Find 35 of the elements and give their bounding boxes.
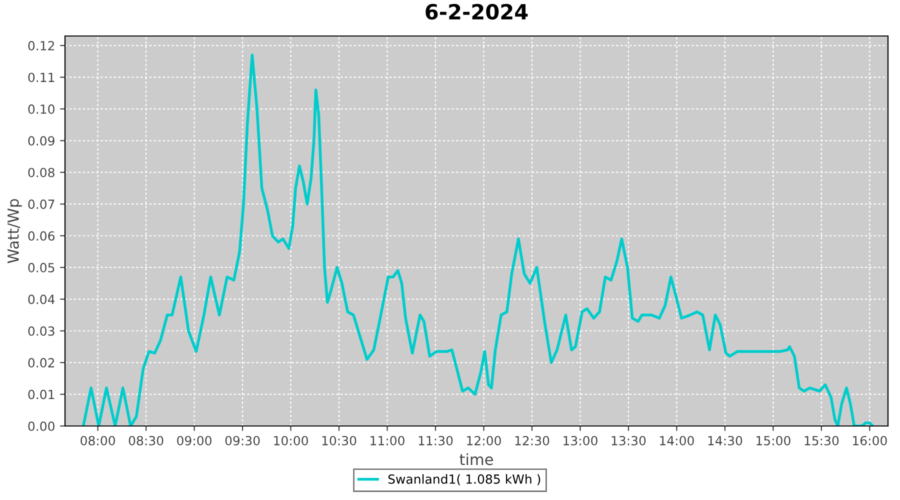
y-tick-label: 0.11 (28, 72, 54, 82)
y-tick-label: 0.03 (28, 326, 54, 336)
y-tick-label: 0.10 (28, 104, 54, 114)
line-series (82, 54, 874, 426)
x-tick-label: 13:00 (564, 436, 598, 446)
y-tick-label: 0.04 (28, 294, 55, 304)
x-tick-label: 16:00 (853, 436, 887, 446)
x-tick-label: 08:00 (80, 436, 115, 446)
y-tick-label: 0.01 (28, 390, 54, 400)
chart-title: 6-2-2024 (426, 4, 528, 20)
y-axis-title: Watt/Wp (8, 199, 22, 264)
y-tick-label: 0.05 (28, 262, 54, 272)
x-tick-label: 10:30 (322, 436, 356, 446)
x-tick-label: 12:30 (515, 436, 550, 446)
y-tick-label: 0.09 (28, 136, 54, 146)
x-tick-label: 10:00 (274, 436, 308, 446)
x-tick-label: 14:00 (660, 436, 694, 446)
y-tick-label: 0.12 (28, 40, 54, 50)
x-tick-label: 08:30 (128, 436, 164, 446)
x-tick-label: 14:30 (708, 436, 742, 446)
x-axis-title: time (460, 453, 493, 466)
y-tick-label: 0.07 (28, 200, 54, 209)
y-tick-label: 0.06 (28, 231, 54, 241)
x-tick-label: 12:00 (467, 436, 501, 446)
x-tick-label: 15:30 (804, 436, 839, 446)
y-tick-label: 0.02 (28, 358, 54, 368)
x-tick-label: 09:00 (177, 436, 212, 446)
x-tick-label: 11:00 (370, 436, 404, 446)
legend-label: Swanland1( 1.085 kWh ) (388, 474, 540, 486)
x-tick-label: 15:00 (756, 436, 790, 446)
y-tick-label: 0.00 (28, 421, 54, 431)
x-tick-label: 09:30 (225, 436, 260, 446)
x-tick-label: 13:30 (612, 436, 646, 446)
y-tick-label: 0.08 (28, 168, 54, 178)
x-tick-label: 11:30 (418, 436, 453, 446)
